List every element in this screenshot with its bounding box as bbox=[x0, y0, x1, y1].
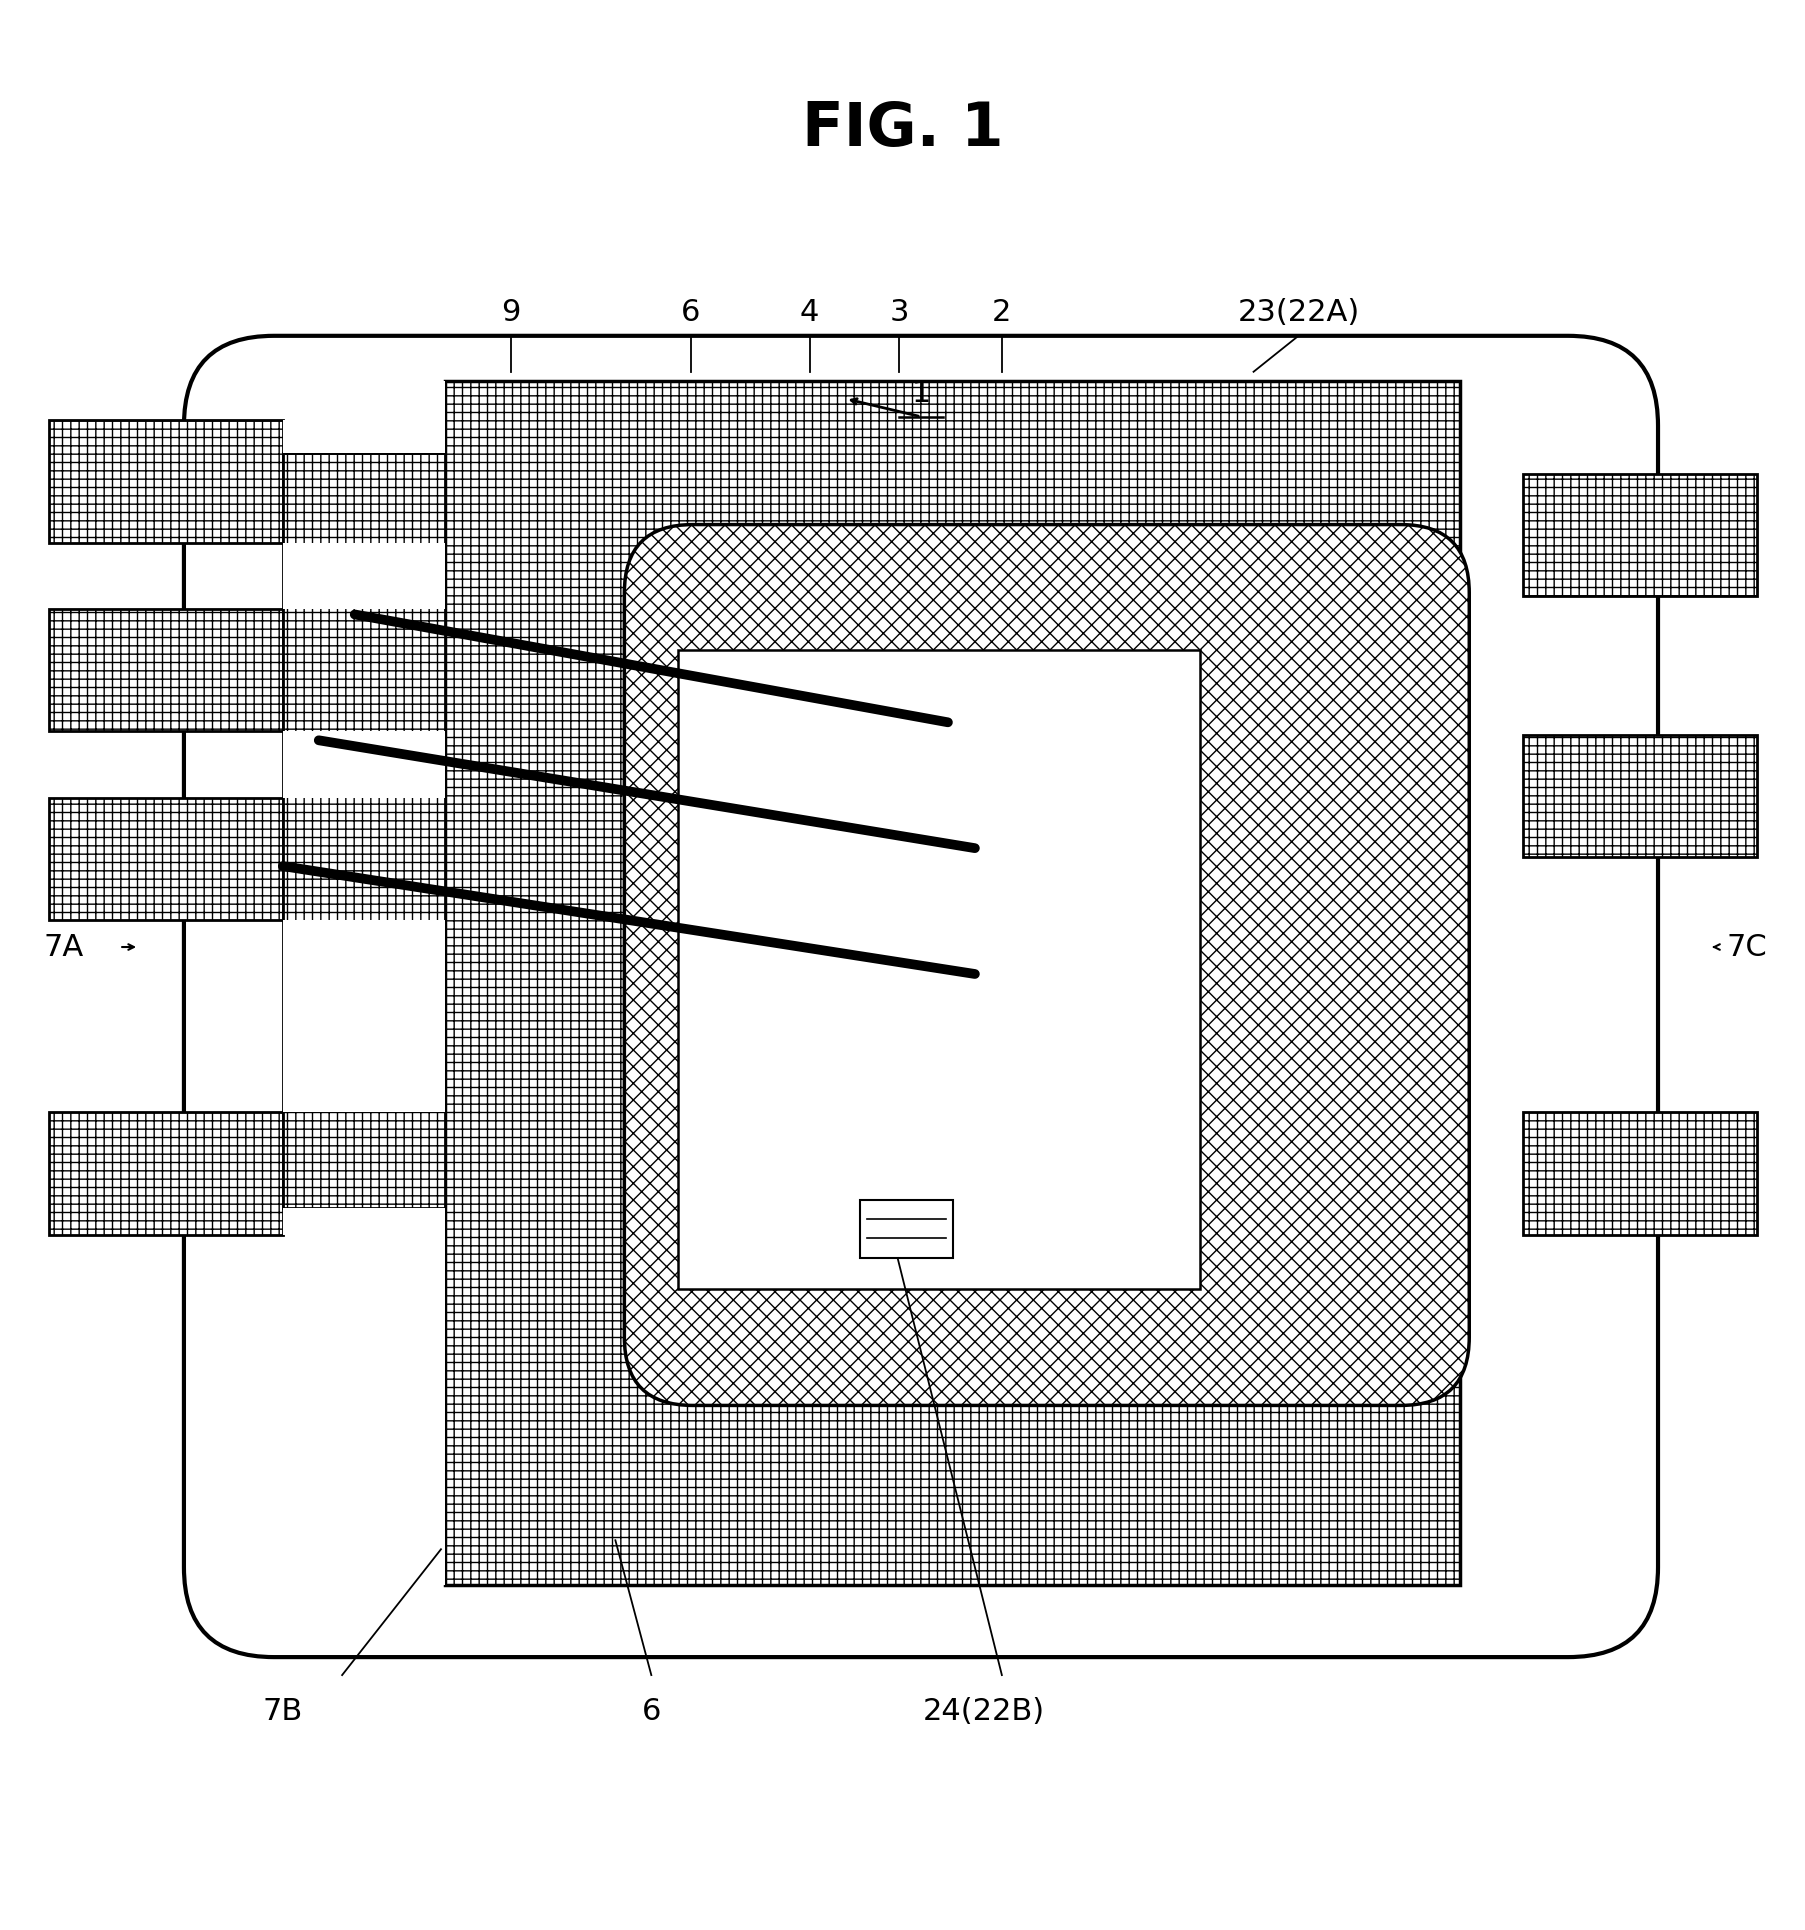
Bar bbox=[859, 1200, 953, 1258]
Bar bbox=[49, 1112, 283, 1235]
Text: 6: 6 bbox=[641, 1696, 661, 1725]
Bar bbox=[49, 610, 283, 731]
Bar bbox=[49, 421, 283, 542]
Text: 3: 3 bbox=[890, 297, 908, 326]
Bar bbox=[283, 380, 444, 1585]
Text: 9: 9 bbox=[502, 297, 520, 326]
Bar bbox=[283, 421, 444, 454]
Bar bbox=[1522, 475, 1756, 596]
FancyBboxPatch shape bbox=[625, 525, 1469, 1405]
Bar bbox=[1522, 735, 1756, 857]
Text: 6: 6 bbox=[680, 297, 700, 326]
FancyBboxPatch shape bbox=[184, 336, 1657, 1658]
Text: 7A: 7A bbox=[43, 932, 83, 961]
Text: 2: 2 bbox=[991, 297, 1011, 326]
Text: FIG. 1: FIG. 1 bbox=[801, 100, 1004, 158]
Bar bbox=[444, 380, 1460, 1585]
Text: 1: 1 bbox=[912, 378, 930, 407]
Bar bbox=[679, 650, 1199, 1289]
Bar bbox=[283, 731, 444, 797]
Bar bbox=[283, 542, 444, 610]
Bar bbox=[49, 797, 283, 921]
Bar bbox=[283, 454, 444, 1208]
Text: 23(22A): 23(22A) bbox=[1236, 297, 1359, 326]
Text: 24(22B): 24(22B) bbox=[922, 1696, 1045, 1725]
Text: 7B: 7B bbox=[262, 1696, 303, 1725]
Text: 4: 4 bbox=[800, 297, 819, 326]
Bar bbox=[283, 1208, 444, 1235]
Bar bbox=[283, 921, 444, 1112]
Bar bbox=[1522, 1112, 1756, 1235]
Text: 7C: 7C bbox=[1726, 932, 1765, 961]
